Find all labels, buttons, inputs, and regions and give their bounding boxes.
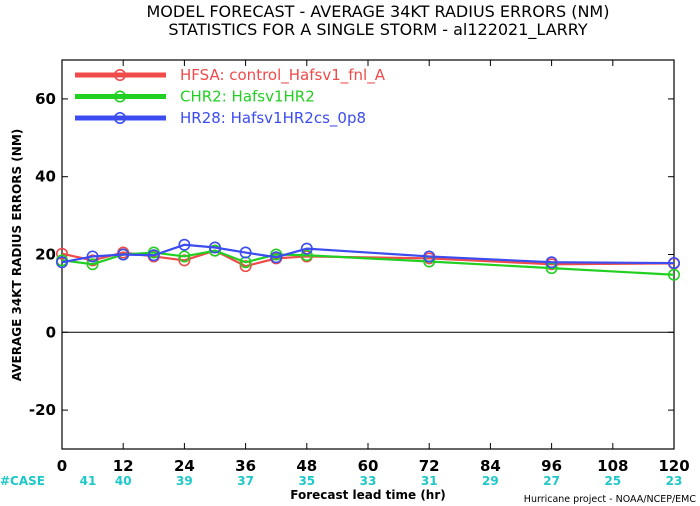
data-point xyxy=(545,256,558,269)
case-count: 31 xyxy=(421,474,438,488)
x-tick-label: 12 xyxy=(113,457,134,475)
legend-label: CHR2: Hafsv1HR2 xyxy=(180,88,315,106)
data-point xyxy=(86,250,99,263)
x-tick-label: 84 xyxy=(480,457,501,475)
legend: HFSA: control_Hafsv1_fnl_A CHR2: Hafsv1HR… xyxy=(75,66,386,128)
data-point xyxy=(86,258,99,271)
data-point xyxy=(178,250,191,263)
x-tick-label: 60 xyxy=(358,457,379,475)
case-count: 40 xyxy=(115,474,132,488)
data-point xyxy=(209,244,222,257)
data-point xyxy=(667,268,680,281)
x-tick-label: 96 xyxy=(541,457,562,475)
data-point xyxy=(270,251,283,264)
x-tick-label: 120 xyxy=(658,457,689,475)
y-tick-label: 60 xyxy=(35,90,56,108)
data-point xyxy=(147,249,160,262)
y-tick-label: -20 xyxy=(29,401,56,419)
data-point xyxy=(55,247,68,260)
data-point xyxy=(117,248,130,261)
chart-title-line2: STATISTICS FOR A SINGLE STORM - al122021… xyxy=(168,20,587,40)
x-axis: 0 12 24 36 48 60 72 84 96 108 120 xyxy=(57,60,690,475)
case-count: 39 xyxy=(176,474,193,488)
legend-label: HR28: Hafsv1HR2cs_0p8 xyxy=(180,109,366,128)
case-count: 35 xyxy=(298,474,315,488)
data-point xyxy=(178,254,191,267)
case-count: 41 xyxy=(80,474,97,488)
x-tick-label: 108 xyxy=(597,457,628,475)
data-point xyxy=(178,238,191,251)
x-tick-label: 24 xyxy=(174,457,195,475)
data-point xyxy=(239,246,252,259)
data-point xyxy=(300,242,313,255)
x-axis-label: Forecast lead time (hr) xyxy=(290,488,446,502)
data-point xyxy=(423,250,436,263)
case-count: 25 xyxy=(604,474,621,488)
data-point xyxy=(55,256,68,269)
case-count: 23 xyxy=(666,474,683,488)
data-point xyxy=(667,257,680,270)
case-count: 29 xyxy=(482,474,499,488)
data-point xyxy=(86,254,99,267)
legend-item-1: CHR2: Hafsv1HR2 xyxy=(75,88,315,106)
data-point xyxy=(300,249,313,262)
x-tick-label: 0 xyxy=(57,457,67,475)
case-label: #CASE xyxy=(0,474,45,488)
data-point xyxy=(209,241,222,254)
y-tick-label: 20 xyxy=(35,246,56,264)
x-tick-label: 72 xyxy=(419,457,440,475)
case-count: 27 xyxy=(543,474,560,488)
x-tick-label: 36 xyxy=(235,457,256,475)
legend-item-2: HR28: Hafsv1HR2cs_0p8 xyxy=(75,109,366,128)
y-tick-label: 0 xyxy=(46,323,56,341)
case-row: #CASE 41 40 39 37 35 33 31 29 27 25 23 xyxy=(0,474,682,488)
legend-marker xyxy=(114,69,127,82)
case-count: 37 xyxy=(237,474,254,488)
y-tick-label: 40 xyxy=(35,168,56,186)
legend-marker xyxy=(114,90,127,103)
case-count: 33 xyxy=(360,474,377,488)
credit-text: Hurricane project - NOAA/NCEP/EMC xyxy=(524,494,697,505)
data-point xyxy=(239,260,252,273)
y-axis-label: AVERAGE 34KT RADIUS ERRORS (NM) xyxy=(10,129,24,381)
series-2 xyxy=(55,238,680,270)
chart-title-line1: MODEL FORECAST - AVERAGE 34KT RADIUS ERR… xyxy=(147,2,610,21)
legend-label: HFSA: control_Hafsv1_fnl_A xyxy=(180,66,386,85)
y-axis: -20 0 20 40 60 xyxy=(29,90,674,419)
legend-marker xyxy=(114,112,127,125)
legend-item-0: HFSA: control_Hafsv1_fnl_A xyxy=(75,66,386,85)
series-layer xyxy=(55,238,680,281)
x-tick-label: 48 xyxy=(296,457,317,475)
